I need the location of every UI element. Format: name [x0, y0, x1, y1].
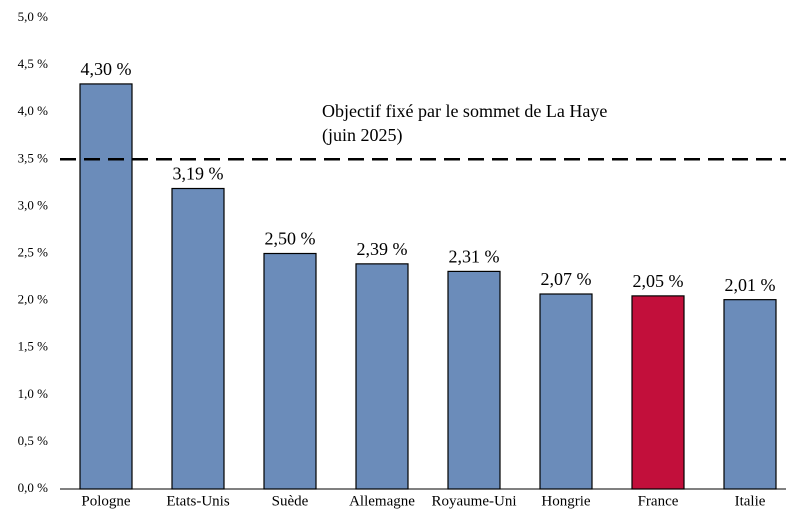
y-tick-label: 0,0 % — [18, 480, 49, 495]
x-tick-label: Allemagne — [349, 493, 415, 509]
data-label: 2,50 % — [265, 229, 316, 249]
data-label: 3,19 % — [173, 164, 224, 184]
x-tick-label: Italie — [735, 493, 766, 509]
data-label: 4,30 % — [81, 59, 132, 79]
data-label: 2,39 % — [357, 239, 408, 259]
y-tick-label: 2,5 % — [18, 244, 49, 259]
y-tick-label: 3,5 % — [18, 150, 49, 165]
bar — [355, 263, 409, 490]
x-tick-label: Royaume-Uni — [432, 493, 517, 509]
annotation: (juin 2025) — [322, 125, 403, 146]
data-label: 2,07 % — [541, 269, 592, 289]
bar — [263, 252, 317, 490]
data-label: 2,31 % — [449, 247, 500, 267]
y-tick-label: 4,5 % — [18, 56, 49, 71]
bar — [171, 187, 225, 490]
bar — [79, 83, 133, 490]
y-tick-label: 1,0 % — [18, 386, 49, 401]
x-tick-label: Suède — [272, 493, 309, 509]
bar — [723, 299, 777, 490]
x-tick-label: Hongrie — [541, 493, 590, 509]
y-tick-label: 1,5 % — [18, 339, 49, 354]
y-tick-label: 4,0 % — [18, 103, 49, 118]
x-tick-label: Pologne — [81, 493, 131, 509]
data-label: 2,05 % — [633, 271, 684, 291]
y-tick-label: 2,0 % — [18, 292, 49, 307]
bar — [539, 293, 593, 490]
y-tick-label: 5,0 % — [18, 9, 49, 24]
data-label: 2,01 % — [725, 275, 776, 295]
x-tick-label: France — [638, 493, 679, 509]
bar — [447, 270, 501, 490]
y-tick-label: 3,0 % — [18, 197, 49, 212]
y-tick-label: 0,5 % — [18, 433, 49, 448]
annotation: Objectif fixé par le sommet de La Haye — [322, 101, 607, 121]
x-tick-label: Etats-Unis — [166, 493, 229, 509]
bar — [631, 295, 685, 490]
